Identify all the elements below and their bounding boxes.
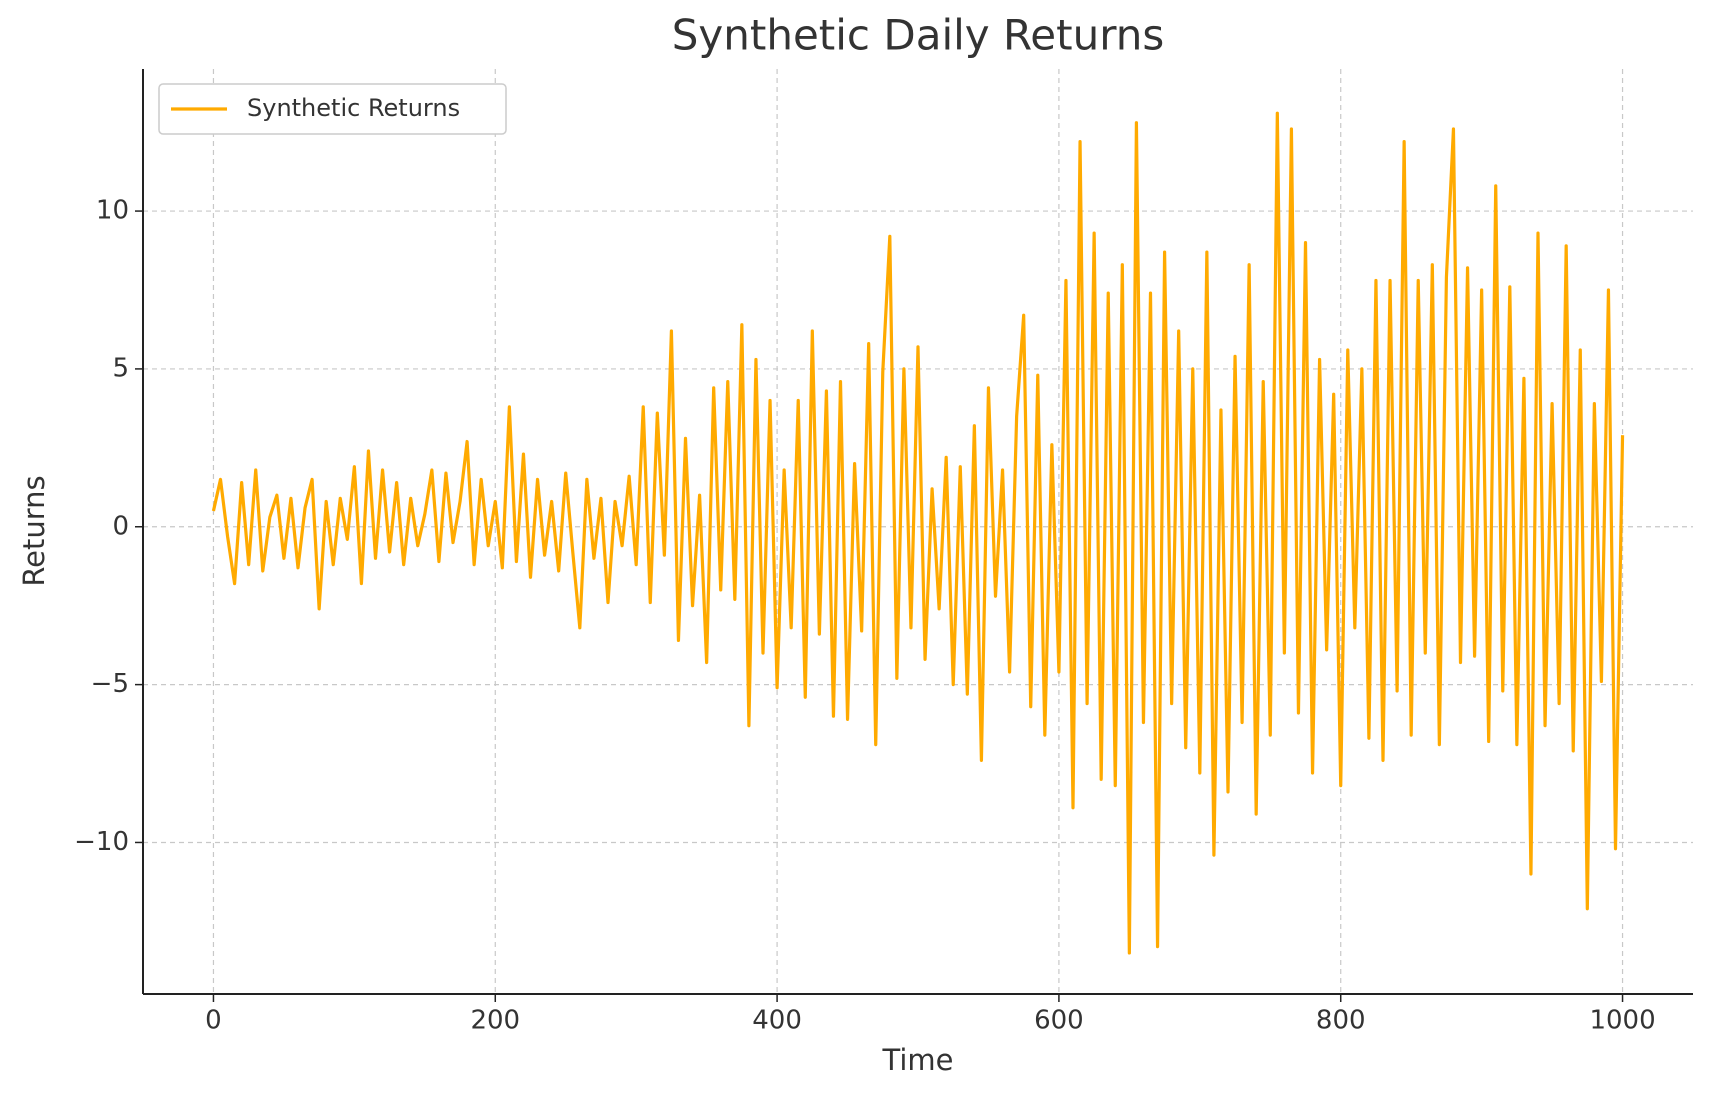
x-tick-label: 400 <box>752 1006 802 1036</box>
x-tick-label: 800 <box>1316 1006 1366 1036</box>
legend-label: Synthetic Returns <box>247 94 460 122</box>
data-line <box>211 111 1625 955</box>
y-tick-label: 5 <box>112 353 129 383</box>
x-tick-label: 1000 <box>1589 1006 1655 1036</box>
y-tick-label: 0 <box>112 511 129 541</box>
x-tick-label: 0 <box>205 1006 222 1036</box>
x-tick-label: 600 <box>1034 1006 1084 1036</box>
y-axis-label: Returns <box>17 475 51 586</box>
y-tick-label: −5 <box>91 669 129 699</box>
chart-title: Synthetic Daily Returns <box>672 11 1165 60</box>
x-tick-label: 200 <box>470 1006 520 1036</box>
x-axis-label: Time <box>882 1043 954 1077</box>
y-tick-label: 10 <box>96 196 129 226</box>
y-tick-label: −10 <box>74 827 129 857</box>
legend-box <box>158 83 507 135</box>
